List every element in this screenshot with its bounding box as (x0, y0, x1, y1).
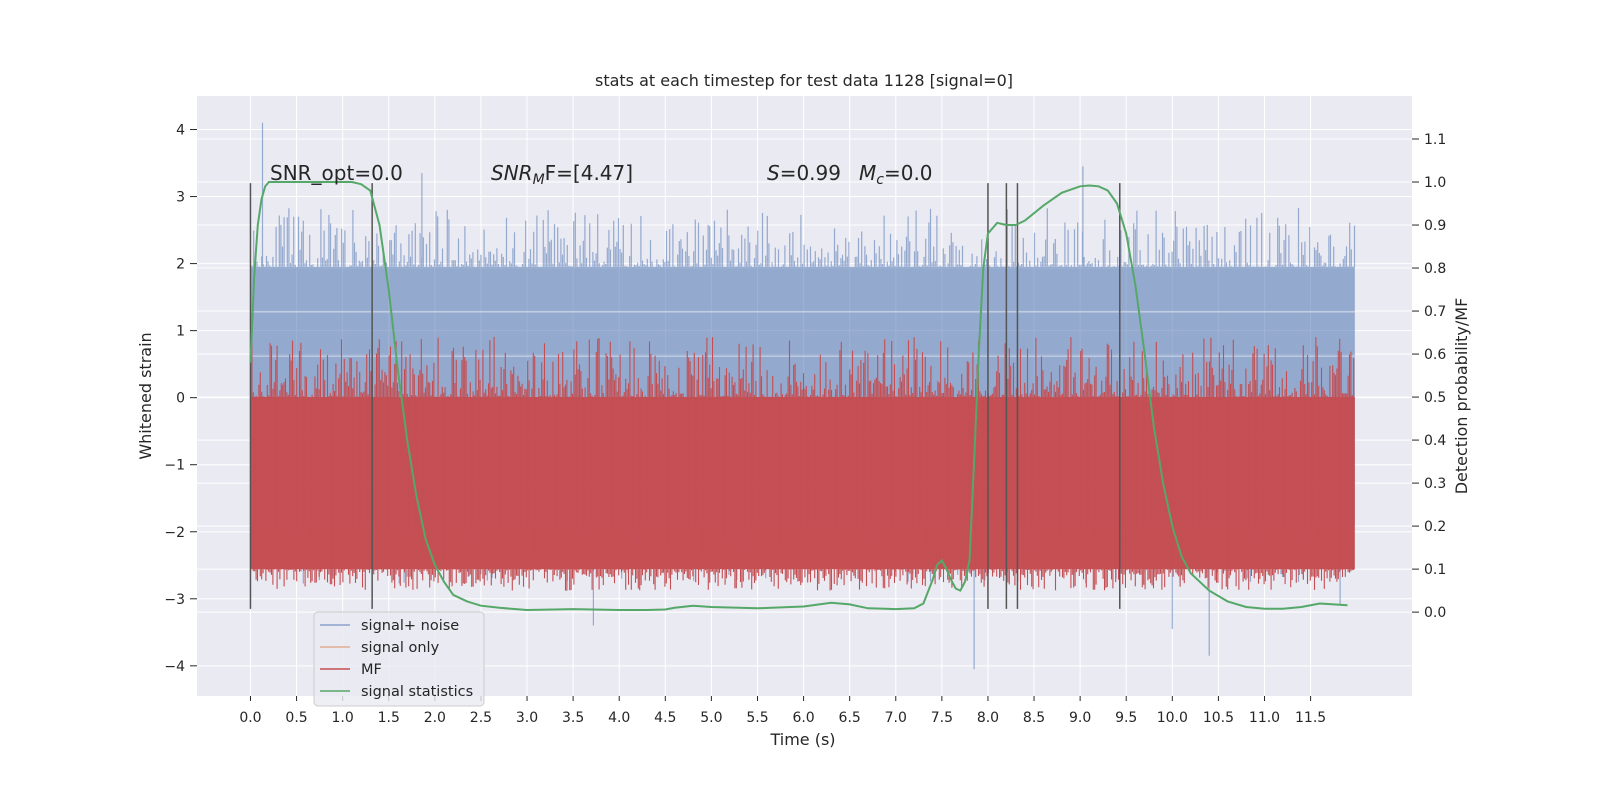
y-tick-label-right: 0.9 (1424, 218, 1446, 234)
x-tick-label: 6.0 (792, 710, 814, 726)
x-tick-label: 5.0 (700, 710, 722, 726)
annotation-s: S=0.99 (767, 161, 841, 185)
x-tick-label: 3.0 (516, 710, 538, 726)
annotation-mc: Mc=0.0 (859, 161, 933, 188)
signal-statistics-line (249, 181, 1348, 612)
y-tick-label-right: 0.6 (1424, 347, 1446, 363)
x-tick-label: 5.5 (746, 710, 768, 726)
x-tick-label: 6.5 (839, 710, 861, 726)
y-tick-label-left: 3 (176, 190, 185, 206)
y-tick-label-right: 0.5 (1424, 390, 1446, 406)
x-tick-label: 8.5 (1023, 710, 1045, 726)
x-tick-label: 2.0 (424, 710, 446, 726)
chart-title: stats at each timestep for test data 112… (595, 71, 1013, 90)
y-tick-label-left: 1 (176, 324, 185, 340)
x-tick-label: 3.5 (562, 710, 584, 726)
x-tick-label: 0.0 (239, 710, 261, 726)
legend-box (313, 611, 485, 707)
x-tick-label: 4.5 (654, 710, 676, 726)
vertical-lines (249, 183, 1121, 609)
x-tick-label: 10.0 (1157, 710, 1188, 726)
legend: signal+ noise signal only MF signal stat… (313, 611, 485, 707)
y-tick-label-right: 0.4 (1424, 433, 1446, 449)
y-tick-label-right: 1.1 (1424, 132, 1446, 148)
x-tick-label: 7.5 (931, 710, 953, 726)
y-axis-label-left: Whitened strain (136, 332, 155, 459)
x-tick-label: 2.5 (470, 710, 492, 726)
x-tick-label: 4.0 (608, 710, 630, 726)
legend-label-signal-statistics: signal statistics (361, 684, 473, 700)
legend-label-signal-noise: signal+ noise (361, 618, 459, 634)
y-tick-label-left: 0 (176, 391, 185, 407)
x-tick-label: 1.0 (332, 710, 354, 726)
y-tick-label-left: 4 (176, 123, 185, 139)
x-tick-label: 11.5 (1295, 710, 1326, 726)
annotation-snr-opt: SNR_opt=0.0 (270, 161, 403, 185)
y-axis-label-right: Detection probability/MF (1452, 298, 1471, 495)
y-tick-label-left: −1 (164, 458, 185, 474)
annotation-snr-mf: SNRMF=[4.47] (491, 161, 633, 188)
x-axis-label: Time (s) (769, 730, 835, 749)
x-tick-label: 10.5 (1203, 710, 1234, 726)
x-tick-label: 9.5 (1115, 710, 1137, 726)
y-tick-label-left: −4 (164, 659, 185, 675)
y-tick-label-right: 1.0 (1424, 175, 1446, 191)
x-tick-label: 9.0 (1069, 710, 1091, 726)
y-tick-label-right: 0.0 (1424, 605, 1446, 621)
noise-spikes-upper (251, 122, 1356, 267)
x-tick-label: 0.5 (285, 710, 307, 726)
y-tick-label-right: 0.8 (1424, 261, 1446, 277)
y-tick-label-right: 0.2 (1424, 519, 1446, 535)
series-signal-statistics (249, 181, 1348, 612)
x-tick-label: 8.0 (977, 710, 999, 726)
legend-label-mf: MF (361, 662, 382, 678)
legend-label-signal-only: signal only (361, 640, 440, 656)
y-tick-label-left: −2 (164, 525, 185, 541)
y-tick-label-right: 0.1 (1424, 562, 1446, 578)
series-mf (249, 336, 1355, 591)
y-tick-label-left: −3 (164, 592, 185, 608)
y-tick-label-right: 0.3 (1424, 476, 1446, 492)
x-tick-label: 11.0 (1249, 710, 1280, 726)
y-tick-label-left: 2 (176, 257, 185, 273)
y-tick-label-right: 0.7 (1424, 304, 1446, 320)
x-tick-label: 1.5 (378, 710, 400, 726)
x-tick-label: 7.0 (885, 710, 907, 726)
axis-ticks: 0.0 0.5 1.0 1.5 2.0 2.5 3.0 3.5 4.0 4.5 5.0 5.5 6.0 6… (164, 123, 1446, 726)
